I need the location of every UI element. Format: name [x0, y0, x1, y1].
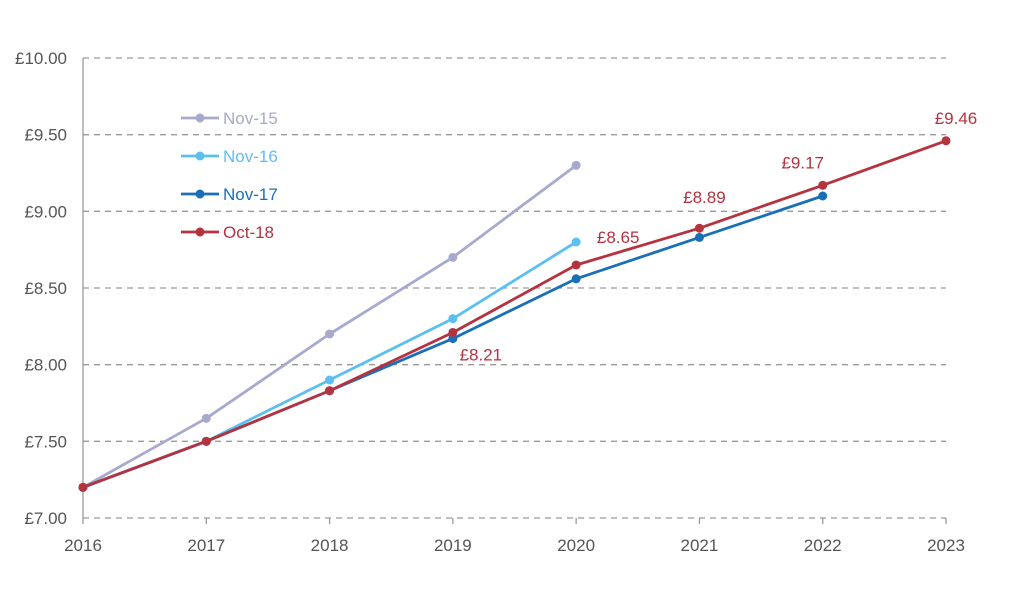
- series: [78, 136, 951, 492]
- data-label: £9.17: [781, 153, 824, 172]
- y-tick-label: £8.50: [24, 279, 67, 298]
- y-tick-label: £9.50: [24, 126, 67, 145]
- x-tick-label: 2022: [804, 536, 842, 555]
- legend-swatch-marker: [195, 151, 205, 161]
- legend-item-oct-18: Oct-18: [181, 223, 274, 242]
- legend-label: Nov-16: [223, 147, 278, 166]
- data-point-oct-18: [571, 260, 581, 270]
- data-point-nov-16: [571, 237, 581, 247]
- data-point-nov-17: [694, 232, 704, 242]
- data-label: £8.21: [460, 345, 503, 364]
- series-line-oct-18: [82, 139, 947, 489]
- y-tick-label: £9.00: [24, 202, 67, 221]
- data-labels: £8.21 £8.65 £8.89 £9.17 £9.46: [460, 109, 978, 365]
- data-point-oct-18: [818, 180, 828, 190]
- axes: £7.00 £7.50 £8.00 £8.50 £9.00 £9.50 £10.00 2016…: [15, 49, 965, 555]
- legend-label: Nov-17: [223, 185, 278, 204]
- data-label: £8.89: [683, 188, 726, 207]
- legend-item-nov-15: Nov-15: [181, 109, 278, 128]
- data-point-oct-18: [694, 223, 704, 233]
- legend-item-nov-16: Nov-16: [181, 147, 278, 166]
- series-line-nov-15: [82, 164, 577, 489]
- data-point-oct-18: [325, 386, 335, 396]
- legend: Nov-15 Nov-16 Nov-17 Oct-18: [181, 109, 278, 242]
- x-tick-label: 2019: [434, 536, 472, 555]
- gridlines: [83, 57, 946, 442]
- data-point-nov-17: [818, 191, 828, 201]
- data-point-oct-18: [941, 136, 951, 146]
- y-tick-label: £7.00: [24, 509, 67, 528]
- data-point-oct-18: [78, 482, 88, 492]
- legend-item-nov-17: Nov-17: [181, 185, 278, 204]
- legend-swatch-marker: [195, 227, 205, 237]
- data-point-nov-17: [571, 274, 581, 284]
- legend-label: Nov-15: [223, 109, 278, 128]
- x-tick-label: 2023: [927, 536, 965, 555]
- y-tick-label: £7.50: [24, 432, 67, 451]
- data-label: £9.46: [935, 109, 978, 128]
- data-point-oct-18: [448, 327, 458, 337]
- y-tick-label: £10.00: [15, 49, 67, 68]
- data-point-oct-18: [201, 436, 211, 446]
- legend-swatch-marker: [195, 189, 205, 199]
- data-point-nov-15: [201, 413, 211, 423]
- data-point-nov-16: [325, 375, 335, 385]
- data-point-nov-15: [325, 329, 335, 339]
- x-tick-label: 2020: [557, 536, 595, 555]
- x-tick-label: 2021: [681, 536, 719, 555]
- data-point-nov-15: [571, 160, 581, 170]
- x-tick-label: 2016: [64, 536, 102, 555]
- y-tick-label: £8.00: [24, 356, 67, 375]
- legend-label: Oct-18: [223, 223, 274, 242]
- legend-swatch-marker: [195, 113, 205, 123]
- x-tick-label: 2018: [311, 536, 349, 555]
- data-label: £8.65: [597, 228, 640, 247]
- data-point-nov-16: [448, 314, 458, 324]
- data-point-nov-15: [448, 252, 458, 262]
- x-tick-label: 2017: [187, 536, 225, 555]
